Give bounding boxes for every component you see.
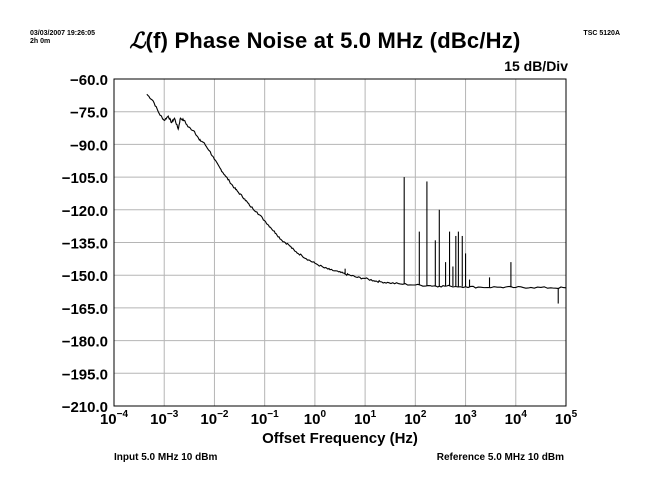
x-tick-exponent: −3 bbox=[167, 409, 179, 420]
x-tick-exponent: 2 bbox=[421, 409, 427, 420]
scale-label: 15 dB/Div bbox=[504, 58, 568, 74]
x-tick-base: 10 bbox=[354, 411, 371, 428]
instrument-model: TSC 5120A bbox=[583, 30, 620, 37]
x-tick-exponent: 5 bbox=[572, 409, 578, 420]
x-axis-label: Offset Frequency (Hz) bbox=[262, 430, 418, 447]
x-tick-label: 104 bbox=[505, 409, 528, 428]
y-tick-label: −75.0 bbox=[70, 105, 108, 122]
x-tick-label: 102 bbox=[404, 409, 427, 428]
duration-text: 2h 0m bbox=[30, 38, 51, 45]
chart-title: ℒ(f) Phase Noise at 5.0 MHz (dBc/Hz) bbox=[0, 28, 650, 54]
input-info: Input 5.0 MHz 10 dBm bbox=[114, 452, 218, 463]
phase-noise-trace bbox=[146, 93, 567, 290]
x-tick-label: 10−4 bbox=[100, 409, 129, 428]
x-tick-base: 10 bbox=[304, 411, 321, 428]
plot-frame bbox=[113, 78, 567, 407]
x-tick-exponent: −1 bbox=[267, 409, 279, 420]
measurement-timestamp: 03/03/2007 19:26:05 2h 0m bbox=[30, 30, 95, 46]
x-tick-base: 10 bbox=[454, 411, 471, 428]
y-tick-label: −60.0 bbox=[70, 72, 108, 89]
x-tick-exponent: −4 bbox=[117, 409, 129, 420]
y-tick-label: −105.0 bbox=[62, 170, 108, 187]
x-tick-base: 10 bbox=[404, 411, 421, 428]
x-tick-exponent: 3 bbox=[471, 409, 477, 420]
x-tick-label: 10−2 bbox=[200, 409, 229, 428]
x-tick-label: 100 bbox=[304, 409, 327, 428]
y-axis-ticks: −60.0 −75.0 −90.0 −105.0 −120.0 −135.0 −150.0 −… bbox=[62, 72, 108, 416]
x-tick-exponent: 4 bbox=[521, 409, 527, 420]
x-tick-base: 10 bbox=[555, 411, 572, 428]
x-tick-base: 10 bbox=[150, 411, 167, 428]
series-group bbox=[146, 93, 567, 304]
reference-info: Reference 5.0 MHz 10 dBm bbox=[436, 452, 564, 463]
x-tick-exponent: −2 bbox=[217, 409, 229, 420]
x-tick-label: 101 bbox=[354, 409, 377, 428]
timestamp-text: 03/03/2007 19:26:05 bbox=[30, 30, 95, 37]
y-tick-label: −165.0 bbox=[62, 301, 108, 318]
y-tick-label: −90.0 bbox=[70, 137, 108, 154]
x-tick-base: 10 bbox=[100, 411, 117, 428]
x-tick-base: 10 bbox=[505, 411, 522, 428]
x-tick-exponent: 1 bbox=[371, 409, 377, 420]
y-tick-label: −195.0 bbox=[62, 366, 108, 383]
y-tick-label: −150.0 bbox=[62, 268, 108, 285]
x-tick-label: 10−3 bbox=[150, 409, 179, 428]
x-axis-ticks: 10−4 10−3 10−2 10−1 100 101 102 103 104 105 bbox=[100, 409, 578, 428]
x-tick-label: 103 bbox=[454, 409, 477, 428]
y-tick-label: −210.0 bbox=[62, 399, 108, 416]
x-tick-base: 10 bbox=[251, 411, 268, 428]
y-tick-label: −120.0 bbox=[62, 203, 108, 220]
x-tick-label: 10−1 bbox=[251, 409, 280, 428]
grid-lines bbox=[113, 78, 567, 407]
x-tick-exponent: 0 bbox=[320, 409, 326, 420]
x-tick-base: 10 bbox=[200, 411, 217, 428]
title-symbol: ℒ bbox=[129, 28, 146, 54]
y-tick-label: −180.0 bbox=[62, 334, 108, 351]
x-tick-label: 105 bbox=[555, 409, 578, 428]
y-tick-label: −135.0 bbox=[62, 236, 108, 253]
title-text: (f) Phase Noise at 5.0 MHz (dBc/Hz) bbox=[145, 28, 521, 53]
